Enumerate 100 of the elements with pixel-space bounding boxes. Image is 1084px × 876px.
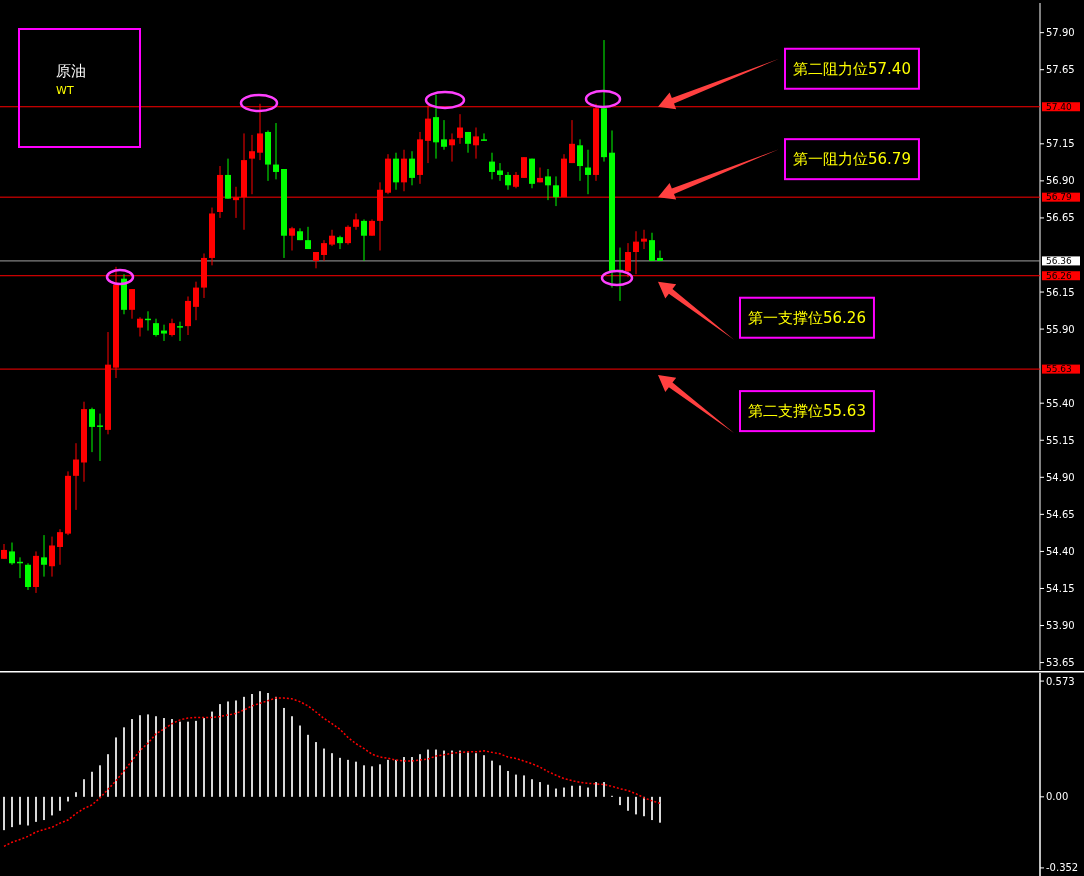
candlestick xyxy=(497,162,503,182)
candlestick xyxy=(441,119,447,151)
candlestick xyxy=(473,127,479,160)
bar xyxy=(427,749,429,797)
bar xyxy=(507,770,509,797)
bar xyxy=(315,742,317,797)
y-tick-label: 55.15 xyxy=(1046,434,1075,446)
candlestick xyxy=(569,119,575,164)
text: WT xyxy=(56,84,74,97)
candlestick xyxy=(137,316,143,337)
y-tick-label: 57.65 xyxy=(1046,64,1075,76)
candlestick xyxy=(337,235,343,250)
bar xyxy=(75,792,77,797)
y-tick-label: 56.65 xyxy=(1046,212,1075,224)
bar xyxy=(51,796,53,816)
bar xyxy=(355,761,357,797)
bar xyxy=(443,750,445,797)
bar xyxy=(155,716,157,797)
bar xyxy=(499,765,501,797)
bar xyxy=(603,782,605,797)
candlestick xyxy=(345,224,351,246)
bar xyxy=(179,721,181,797)
ref-line-label: 第一支撑位56.26 xyxy=(748,308,866,327)
bar xyxy=(291,716,293,797)
y-tick-label: -0.352 xyxy=(1046,862,1079,874)
ref-line-label: 第二阻力位57.40 xyxy=(793,59,911,78)
bar xyxy=(235,700,237,797)
y-tick-label: 57.90 xyxy=(1046,27,1075,39)
bar xyxy=(91,771,93,797)
bar xyxy=(227,701,229,797)
y-tick-label: 56.36 xyxy=(1046,256,1073,267)
candlestick xyxy=(657,250,663,262)
bar xyxy=(307,734,309,797)
bar xyxy=(659,796,661,823)
candlestick xyxy=(481,132,487,142)
ref-line-label: 第一阻力位56.79 xyxy=(793,150,911,169)
bar xyxy=(515,774,517,797)
bar xyxy=(299,725,301,797)
candlestick xyxy=(273,122,279,180)
candlestick xyxy=(249,134,255,195)
y-tick-label: 54.40 xyxy=(1046,545,1075,557)
bar xyxy=(243,696,245,797)
y-tick-label: 54.90 xyxy=(1046,471,1075,483)
bar xyxy=(123,727,125,797)
candlestick xyxy=(393,152,399,191)
bar xyxy=(539,782,541,797)
bar xyxy=(83,779,85,797)
y-tick-label: 55.40 xyxy=(1046,397,1075,409)
candlestick xyxy=(321,239,327,262)
candlestick xyxy=(585,149,591,195)
bar xyxy=(651,796,653,821)
bar xyxy=(635,796,637,815)
bar xyxy=(275,696,277,797)
candlestick xyxy=(161,324,167,342)
bar xyxy=(547,784,549,797)
candlestick xyxy=(521,156,527,179)
bar xyxy=(339,757,341,797)
y-tick-label: 57.40 xyxy=(1046,102,1073,113)
y-tick-label: 0.00 xyxy=(1046,791,1069,803)
y-tick-label: 56.79 xyxy=(1046,192,1073,203)
bar xyxy=(331,753,333,797)
bar xyxy=(619,796,621,806)
bar xyxy=(115,737,117,797)
bar xyxy=(259,691,261,797)
bar xyxy=(491,760,493,797)
bar xyxy=(107,754,109,797)
bar xyxy=(419,754,421,797)
bar xyxy=(219,704,221,797)
bar xyxy=(571,785,573,797)
bar xyxy=(19,796,21,825)
bar xyxy=(267,693,269,797)
candlestick xyxy=(57,528,63,566)
candlestick xyxy=(41,534,47,578)
candlestick xyxy=(553,175,559,207)
candlestick xyxy=(177,321,183,342)
text: 原油 xyxy=(56,62,86,80)
candlestick xyxy=(49,536,55,578)
candlestick xyxy=(489,152,495,180)
ref-line-label: 第二支撑位55.63 xyxy=(748,402,866,421)
candlestick xyxy=(457,113,463,145)
y-tick-label: 56.26 xyxy=(1046,271,1073,282)
bar xyxy=(203,718,205,797)
bar xyxy=(195,720,197,797)
candlestick xyxy=(641,229,647,250)
bar xyxy=(35,796,37,822)
bar xyxy=(163,718,165,797)
bar xyxy=(27,796,29,826)
bar xyxy=(435,749,437,797)
candlestick xyxy=(25,562,31,591)
candlestick xyxy=(649,232,655,262)
candlestick xyxy=(289,226,295,252)
candlestick xyxy=(129,288,135,320)
bar xyxy=(411,757,413,797)
y-tick-label: 57.15 xyxy=(1046,138,1075,150)
bar xyxy=(579,785,581,797)
bar xyxy=(211,711,213,797)
y-tick-label: 54.65 xyxy=(1046,508,1075,520)
bar xyxy=(563,787,565,797)
candlestick xyxy=(73,442,79,511)
bar xyxy=(283,707,285,797)
